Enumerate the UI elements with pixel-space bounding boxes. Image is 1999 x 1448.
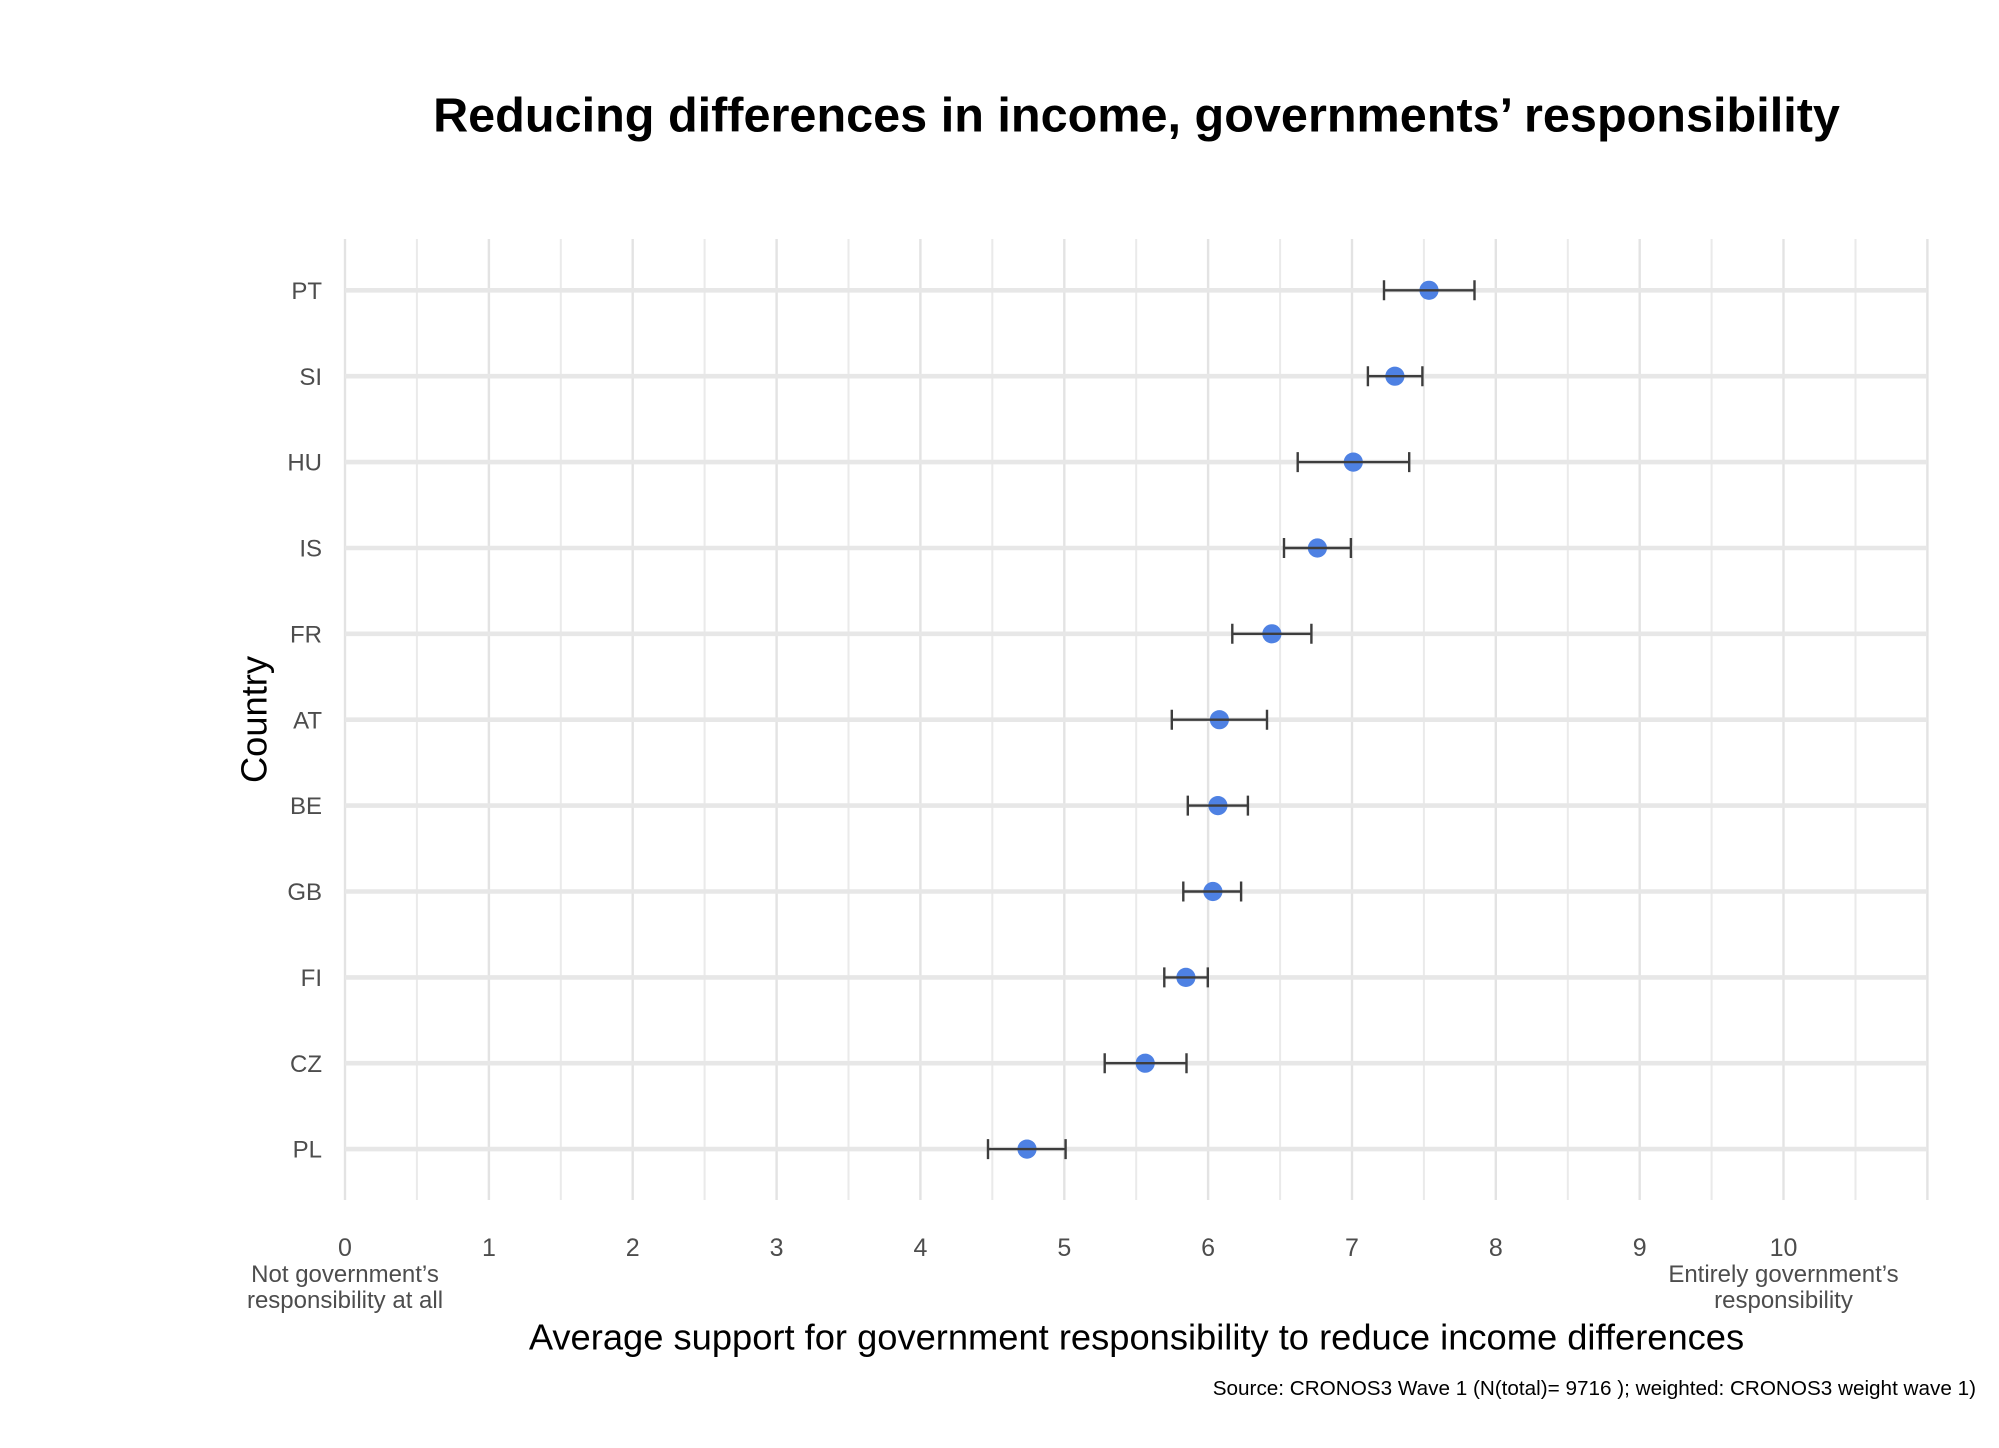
- svg-text:FR: FR: [290, 621, 322, 648]
- svg-text:HU: HU: [287, 450, 322, 477]
- svg-text:SI: SI: [299, 364, 322, 391]
- svg-text:Not government’s: Not government’s: [251, 1261, 439, 1288]
- svg-text:PL: PL: [293, 1137, 322, 1164]
- svg-text:6: 6: [1201, 1234, 1215, 1262]
- svg-text:7: 7: [1345, 1234, 1359, 1262]
- svg-text:4: 4: [913, 1234, 927, 1262]
- svg-text:BE: BE: [290, 793, 322, 820]
- svg-text:0: 0: [338, 1234, 352, 1262]
- svg-text:2: 2: [626, 1234, 640, 1262]
- svg-text:GB: GB: [287, 879, 322, 906]
- svg-text:8: 8: [1489, 1234, 1503, 1262]
- svg-text:responsibility: responsibility: [1714, 1287, 1853, 1314]
- svg-text:Country: Country: [233, 655, 274, 783]
- svg-text:1: 1: [482, 1234, 496, 1262]
- svg-text:Source: CRONOS3 Wave 1 (N(tota: Source: CRONOS3 Wave 1 (N(total)= 9716 )…: [1213, 1377, 1976, 1400]
- svg-text:Average support for government: Average support for government responsib…: [529, 1317, 1744, 1358]
- svg-text:Entirely government’s: Entirely government’s: [1668, 1261, 1898, 1288]
- svg-text:Reducing differences in income: Reducing differences in income, governme…: [433, 89, 1840, 143]
- svg-text:AT: AT: [293, 707, 322, 734]
- svg-text:CZ: CZ: [290, 1051, 322, 1078]
- svg-text:FI: FI: [301, 965, 322, 992]
- svg-text:5: 5: [1057, 1234, 1071, 1262]
- svg-text:9: 9: [1633, 1234, 1647, 1262]
- svg-text:10: 10: [1770, 1234, 1798, 1262]
- svg-text:responsibility at all: responsibility at all: [247, 1287, 443, 1314]
- svg-text:IS: IS: [299, 536, 322, 563]
- svg-text:PT: PT: [291, 278, 322, 305]
- svg-text:3: 3: [770, 1234, 784, 1262]
